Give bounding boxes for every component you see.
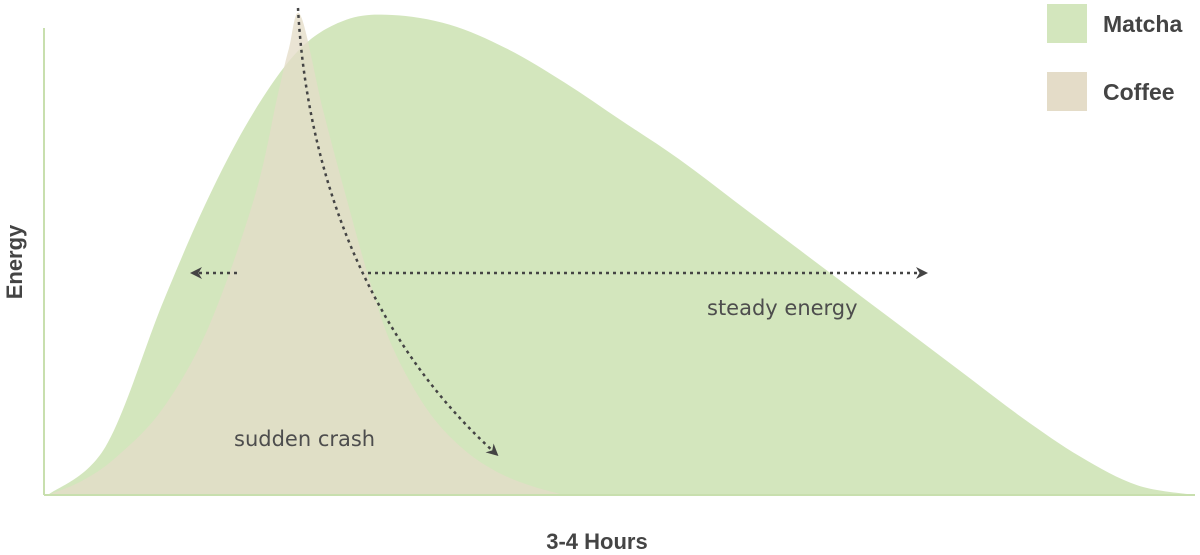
x-axis-title: 3-4 Hours	[546, 529, 647, 554]
legend-swatch-matcha	[1047, 4, 1087, 43]
legend-label-matcha: Matcha	[1103, 11, 1182, 37]
legend: Matcha Coffee	[1047, 4, 1182, 111]
coffee-area	[48, 12, 565, 495]
annotation-sudden-crash: sudden crash	[234, 427, 375, 451]
y-axis-title: Energy	[2, 224, 27, 299]
annotation-steady-energy: steady energy	[707, 296, 858, 320]
legend-swatch-coffee	[1047, 72, 1087, 111]
crash-arrow	[296, 7, 499, 457]
legend-label-coffee: Coffee	[1103, 79, 1175, 105]
